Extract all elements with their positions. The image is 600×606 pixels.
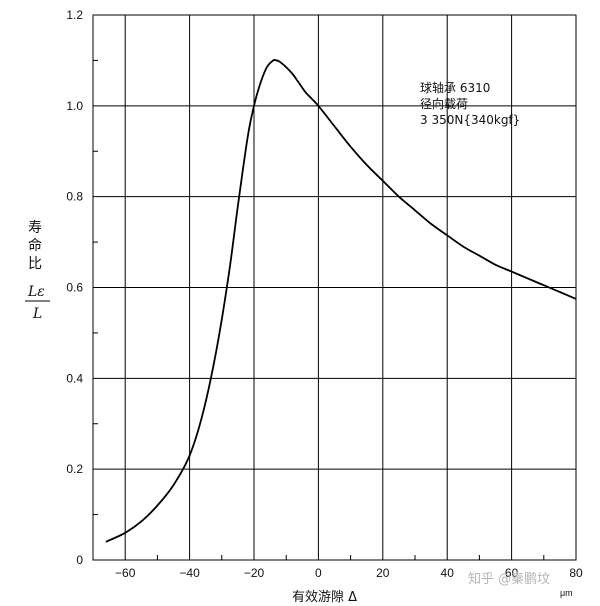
x-tick-label: 80: [569, 566, 583, 580]
life-ratio-curve: [105, 58, 577, 543]
annotation-line-1: 球轴承 6310: [420, 80, 490, 95]
x-tick-label: 0: [315, 566, 322, 580]
y-label-char-3: 比: [28, 256, 42, 272]
x-tick-label: −60: [115, 566, 136, 580]
y-label-denominator: L: [32, 306, 42, 322]
y-label-char-1: 寿: [28, 219, 42, 236]
x-axis-label: 有效游隙 Δ: [292, 590, 357, 605]
x-tick-label: 20: [376, 566, 390, 580]
y-axis-label: 寿 命 比 Lε L: [25, 219, 50, 322]
x-tick-label: 60: [505, 566, 519, 580]
x-tick-label: −40: [179, 566, 200, 580]
plot-frame: [92, 14, 577, 561]
watermark: 知乎 @秦鹏坟: [468, 571, 550, 587]
y-label-numerator: Lε: [27, 284, 45, 300]
y-tick-label: 0.2: [66, 462, 83, 476]
y-label-char-2: 命: [28, 237, 42, 254]
x-axis-unit: μm: [560, 588, 573, 598]
grid: [93, 14, 577, 561]
y-tick-label: 1.0: [66, 99, 83, 113]
annotation: 球轴承 6310 径向载荷 3 350N{340kgf}: [420, 80, 520, 127]
y-tick-label: 0.6: [66, 281, 83, 295]
y-tick-label: 0.4: [66, 371, 83, 385]
x-tick-label: 40: [441, 566, 455, 580]
x-axis: −60 −40 −20 0 20 40 60 80: [92, 555, 583, 580]
y-tick-label: 0.8: [66, 190, 83, 204]
y-axis: 0 0.2 0.4 0.6 0.8 1.0 1.2: [66, 8, 98, 567]
x-tick-label: −20: [244, 566, 265, 580]
y-tick-label: 1.2: [66, 8, 83, 22]
annotation-line-2: 径向载荷: [420, 96, 468, 111]
annotation-line-3: 3 350N{340kgf}: [420, 113, 520, 127]
y-tick-label: 0: [76, 553, 83, 567]
